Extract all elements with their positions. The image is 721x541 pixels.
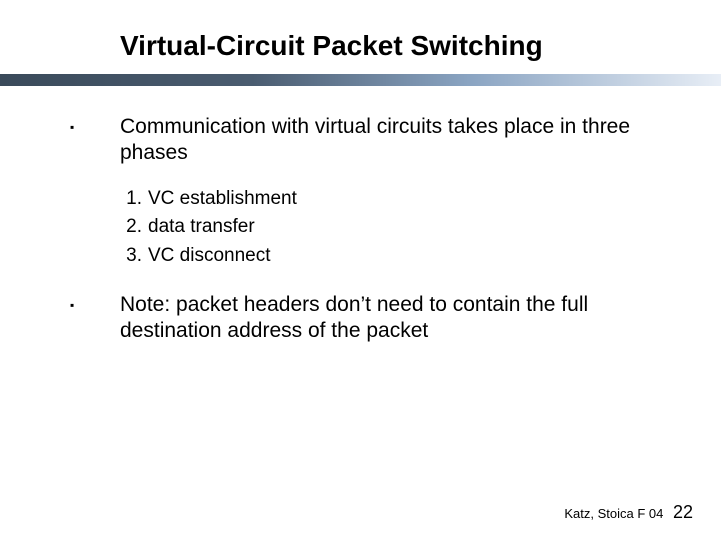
bullet-square-icon: ▪ — [70, 114, 120, 167]
list-text: VC disconnect — [148, 242, 271, 271]
bullet-text-1: Communication with virtual circuits take… — [120, 114, 661, 167]
list-item: 2. data transfer — [120, 213, 661, 242]
footer: Katz, Stoica F 04 22 — [564, 502, 693, 523]
bullet-row-1: ▪ Communication with virtual circuits ta… — [70, 114, 661, 167]
content-area: ▪ Communication with virtual circuits ta… — [0, 86, 721, 345]
list-number: 1. — [120, 185, 148, 214]
list-text: data transfer — [148, 213, 255, 242]
ordered-list: 1. VC establishment 2. data transfer 3. … — [120, 175, 661, 285]
bullet-row-2: ▪ Note: packet headers don’t need to con… — [70, 292, 661, 345]
ordered-list-row: 1. VC establishment 2. data transfer 3. … — [70, 175, 661, 285]
list-number: 2. — [120, 213, 148, 242]
list-item: 1. VC establishment — [120, 185, 661, 214]
footer-credit: Katz, Stoica F 04 — [564, 506, 663, 521]
list-item: 3. VC disconnect — [120, 242, 661, 271]
bullet-square-icon: ▪ — [70, 292, 120, 345]
slide-title: Virtual-Circuit Packet Switching — [0, 0, 721, 74]
page-number: 22 — [673, 502, 693, 522]
list-number: 3. — [120, 242, 148, 271]
ordered-list-indent — [70, 175, 120, 285]
list-text: VC establishment — [148, 185, 297, 214]
divider-bar — [0, 74, 721, 86]
slide: Virtual-Circuit Packet Switching ▪ Commu… — [0, 0, 721, 541]
bullet-text-2: Note: packet headers don’t need to conta… — [120, 292, 661, 345]
